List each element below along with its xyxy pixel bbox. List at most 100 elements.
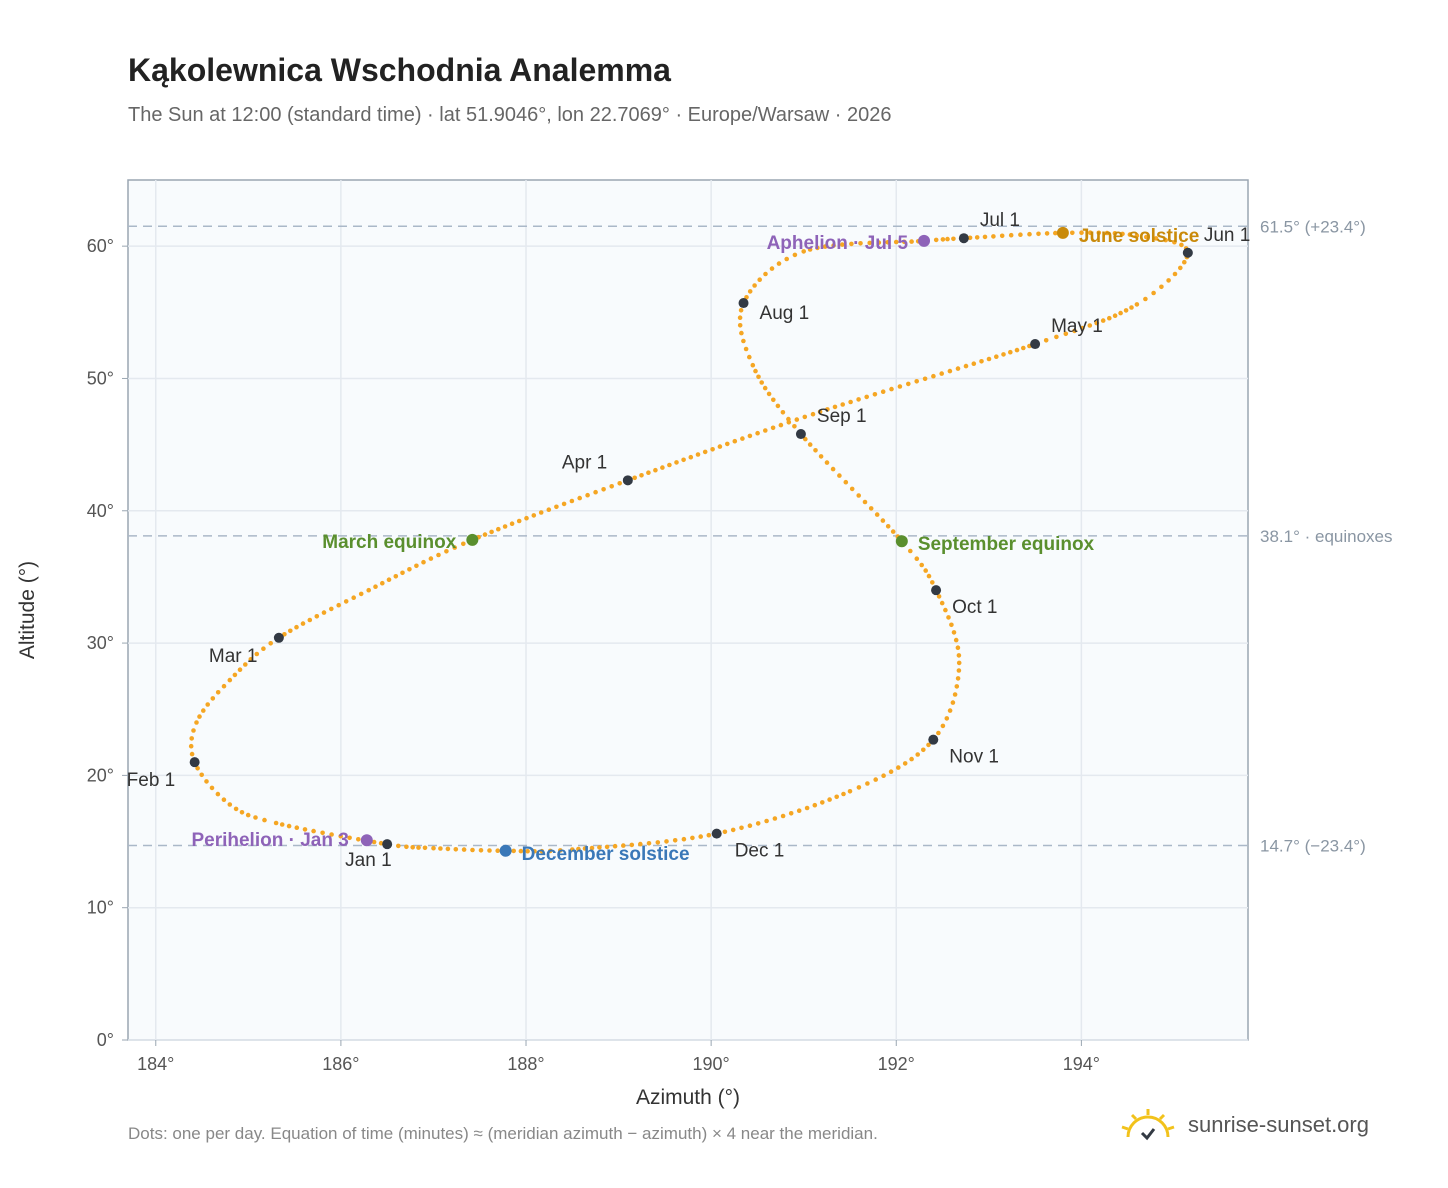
daily-dot [837, 473, 842, 478]
daily-dot [776, 261, 782, 266]
daily-dot [1143, 296, 1148, 302]
daily-dot [1072, 328, 1077, 334]
daily-dot [762, 385, 768, 391]
daily-dot [947, 368, 953, 374]
daily-dot [1112, 231, 1118, 236]
daily-dot [979, 359, 984, 364]
daily-dot [953, 637, 959, 643]
daily-dot [880, 518, 886, 523]
daily-dot [502, 524, 508, 529]
month-marker [738, 298, 749, 309]
daily-dot [885, 524, 891, 529]
daily-dot [1080, 325, 1085, 331]
daily-dot [1153, 236, 1159, 241]
daily-dot [525, 848, 530, 854]
daily-dot [695, 452, 701, 457]
daily-dot [532, 849, 537, 854]
daily-dot [232, 672, 238, 678]
daily-dot [407, 567, 412, 572]
daily-dot [856, 397, 861, 402]
daily-dot [914, 556, 920, 561]
daily-dot [577, 495, 582, 501]
daily-dot [254, 651, 260, 657]
daily-dot [955, 645, 961, 650]
daily-dot [237, 667, 243, 672]
daily-dot [950, 700, 956, 705]
daily-dot [653, 467, 658, 473]
daily-dot [780, 813, 786, 819]
daily-dot [933, 237, 939, 243]
daily-dot [909, 239, 914, 244]
daily-dot [827, 797, 832, 802]
daily-dot [478, 848, 484, 853]
daily-dot [681, 836, 687, 842]
daily-dot [763, 271, 768, 277]
daily-dot [518, 848, 524, 854]
daily-dot [516, 518, 522, 524]
daily-dot [849, 241, 854, 247]
daily-dot [876, 240, 882, 245]
daily-dot [371, 839, 377, 845]
month-marker [382, 839, 393, 850]
daily-dot [338, 833, 344, 839]
daily-dot [874, 512, 880, 517]
daily-dot [817, 409, 823, 415]
daily-dot [786, 416, 791, 422]
chart-subtitle: The Sun at 12:00 (standard time) · lat 5… [128, 104, 892, 126]
daily-dot [706, 832, 712, 838]
event-marker-label: December solstice [522, 844, 690, 865]
daily-dot [991, 234, 996, 239]
month-marker-label: Jun 1 [1204, 225, 1250, 246]
brand-name: sunrise-sunset.org [1188, 1112, 1369, 1137]
daily-dot [722, 829, 728, 835]
daily-dot [908, 548, 913, 554]
month-marker [928, 734, 939, 745]
daily-dot [820, 800, 825, 805]
daily-dot [294, 825, 300, 830]
daily-dot [373, 584, 378, 589]
daily-dot [946, 615, 951, 620]
daily-dot [769, 266, 775, 271]
daily-dot [952, 692, 958, 697]
daily-dot [436, 552, 441, 558]
daily-dot [1008, 349, 1013, 355]
daily-dot [288, 628, 293, 634]
month-marker-label: Dec 1 [735, 841, 785, 862]
daily-dot [539, 848, 545, 854]
daily-dot [495, 848, 501, 853]
daily-dot [738, 308, 744, 313]
x-tick-label: 184° [137, 1054, 174, 1074]
daily-dot [1036, 231, 1041, 237]
daily-dot [739, 825, 744, 831]
daily-dot [974, 235, 980, 240]
daily-dot [414, 563, 419, 569]
daily-dot [902, 761, 908, 766]
daily-dot [994, 354, 999, 360]
daily-dot [205, 702, 210, 707]
daily-dot [1179, 242, 1184, 248]
brand[interactable]: sunrise-sunset.org [1120, 1100, 1369, 1150]
event-marker-label: June solstice [1079, 226, 1199, 247]
month-marker [273, 632, 284, 643]
daily-dot [1159, 284, 1164, 290]
daily-dot [343, 599, 349, 604]
daily-dot [986, 356, 992, 362]
y-tick-label: 10° [87, 898, 114, 918]
x-tick-label: 190° [693, 1054, 730, 1074]
daily-dot [763, 428, 768, 433]
daily-dot [755, 430, 760, 436]
daily-dot [320, 830, 325, 836]
daily-dot [890, 529, 896, 534]
month-marker [795, 429, 806, 440]
daily-dot [901, 239, 907, 245]
daily-dot [311, 828, 316, 834]
daily-dot [400, 570, 405, 576]
daily-dot [248, 657, 254, 662]
daily-dot [717, 444, 723, 449]
daily-dot [947, 708, 953, 713]
daily-dot [1087, 323, 1093, 328]
y-tick-label: 40° [87, 501, 114, 521]
daily-dot [919, 562, 924, 568]
daily-dot [453, 847, 459, 852]
daily-dot [191, 728, 196, 733]
